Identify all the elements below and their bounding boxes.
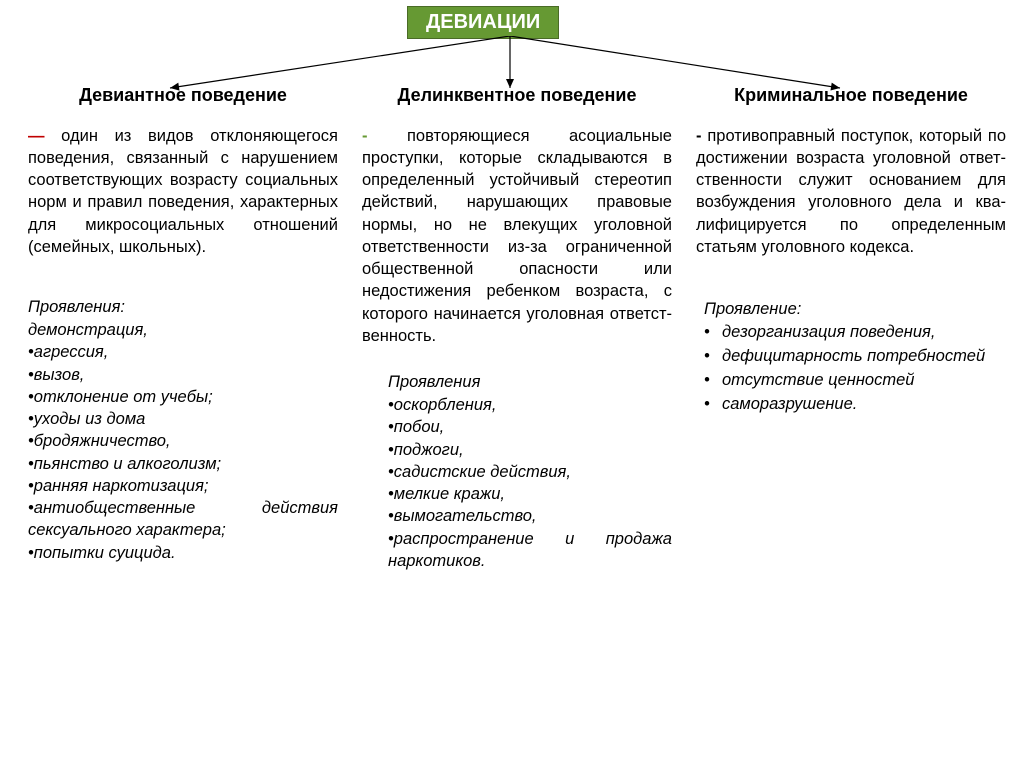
bullet-icon: • <box>696 369 722 393</box>
list-item: •дезорганизация поведения, <box>696 321 1006 345</box>
definition-text-criminal: противоправный поступок, который по дост… <box>696 127 1006 256</box>
list-item: •ранняя наркотизация; <box>28 475 338 497</box>
list-item: •пьянство и алкоголизм; <box>28 453 338 475</box>
dash-delinquent: - <box>362 127 368 145</box>
list-item-text: дефицитарность потребностей <box>722 345 1006 369</box>
heading-criminal: Криминальное поведение <box>696 84 1006 107</box>
column-delinquent: Делинквентное поведение - повторяющиеся … <box>362 84 672 572</box>
list-item: •агрессия, <box>28 341 338 363</box>
definition-criminal: - противоправный поступок, который по до… <box>696 125 1006 259</box>
list-item: •саморазрушение. <box>696 393 1006 417</box>
definition-deviant: — один из видов отклоня­ющегося поведени… <box>28 125 338 259</box>
list-item: •уходы из дома <box>28 408 338 430</box>
definition-text-delinquent: повторяющиеся асоциальные проступки, кот… <box>362 127 672 345</box>
definition-text-deviant: один из видов отклоня­ющегося поведения,… <box>28 127 338 256</box>
heading-delinquent: Делинквентное поведение <box>362 84 672 107</box>
column-criminal: Криминальное поведение - противоправный … <box>696 84 1006 572</box>
bullet-icon: • <box>696 345 722 369</box>
manif-title-delinquent: Проявления <box>362 373 672 392</box>
manif-list-deviant: демонстрация, <box>28 319 338 341</box>
list-item: •попытки суицида. <box>28 542 338 564</box>
columns-container: Девиантное поведение — один из видов отк… <box>0 84 1024 572</box>
list-item: •вымогательство, <box>388 505 672 527</box>
manif-items-criminal: •дезорганизация поведения,•дефицитарност… <box>696 321 1006 417</box>
list-item-text: дезорганизация поведения, <box>722 321 1006 345</box>
list-item: •отсутствие ценностей <box>696 369 1006 393</box>
column-deviant: Девиантное поведение — один из видов отк… <box>28 84 338 572</box>
bullet-icon: • <box>696 321 722 345</box>
manif-items-deviant: •агрессия,•вызов,•отклонение от учебы;•у… <box>28 341 338 564</box>
manif-title-criminal: Проявление: <box>696 300 1006 319</box>
list-item: •антиобщественные действия сексуального … <box>28 497 338 542</box>
list-item: •бродяжничество, <box>28 430 338 452</box>
bullet-icon: • <box>696 393 722 417</box>
list-item: •вызов, <box>28 364 338 386</box>
list-item: •садистские действия, <box>388 461 672 483</box>
heading-deviant: Девиантное поведение <box>28 84 338 107</box>
manif-lead: демонстрация, <box>28 319 338 341</box>
manif-title-deviant: Проявления: <box>28 298 338 317</box>
list-item: •поджоги, <box>388 439 672 461</box>
list-item: •побои, <box>388 416 672 438</box>
list-item: •оскорбления, <box>388 394 672 416</box>
list-item-text: отсутствие ценностей <box>722 369 1006 393</box>
list-item: •дефицитарность потребностей <box>696 345 1006 369</box>
list-item: •отклонение от учебы; <box>28 386 338 408</box>
list-item-text: саморазрушение. <box>722 393 1006 417</box>
list-item: •мелкие кражи, <box>388 483 672 505</box>
dash-criminal: - <box>696 127 702 145</box>
dash-deviant: — <box>28 127 45 145</box>
root-node: ДЕВИАЦИИ <box>407 6 559 39</box>
root-label: ДЕВИАЦИИ <box>426 11 540 33</box>
manif-items-delinquent: •оскорбления,•побои,•поджоги,•садистские… <box>362 394 672 572</box>
list-item: •распространение и продажа наркотиков. <box>388 528 672 573</box>
definition-delinquent: - повторяющиеся асоциальные проступки, к… <box>362 125 672 348</box>
